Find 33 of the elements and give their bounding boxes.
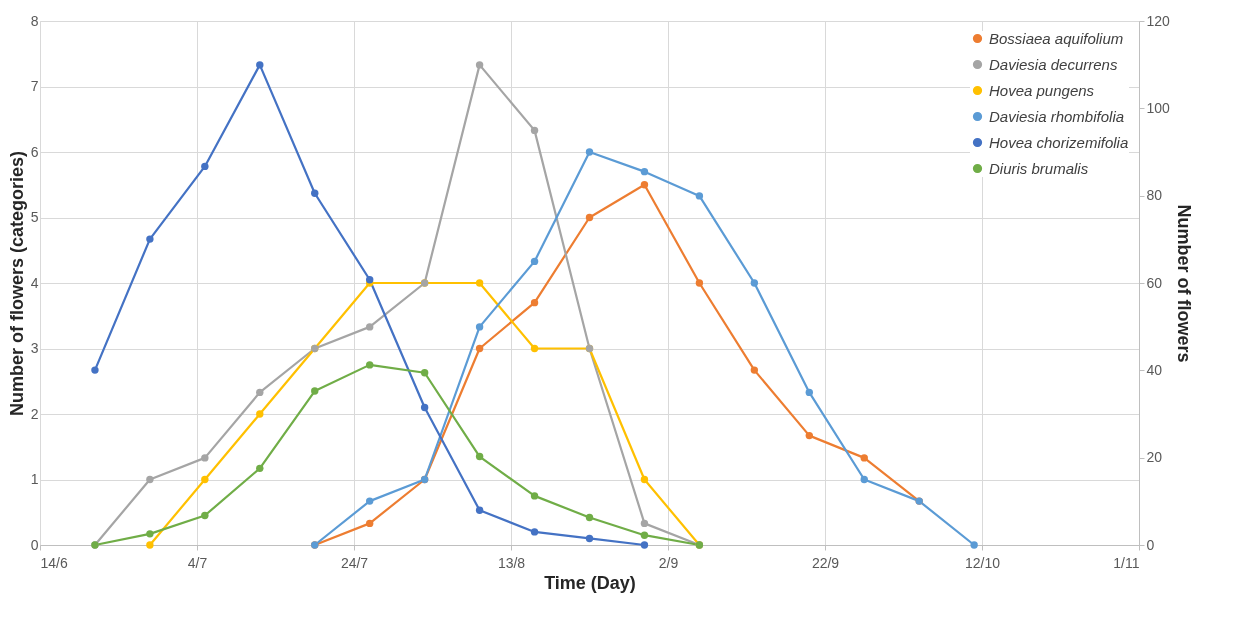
y2-tick-label: 20 [1146,449,1163,466]
y-tick-label: 4 [30,274,39,291]
y2-tick-label: 80 [1146,187,1163,204]
legend-label: Diuris brumalis [989,159,1089,177]
legend-label: Hovea chorizemifolia [989,133,1129,151]
x-tick-label: 13/8 [497,554,526,571]
legend-label: Daviesia rhombifolia [989,107,1125,125]
y-tick-label: 6 [30,143,39,160]
x-tick-label: 2/9 [658,554,679,571]
y-tick-label: 8 [30,12,39,29]
y-tick-label: 3 [30,340,39,356]
y2-tick-label: 0 [1146,536,1155,553]
y2-tick-label: 60 [1146,274,1163,291]
x-axis-title: Time (Day) [544,572,636,593]
legend-label: Hovea pungens [989,81,1095,99]
legend-label: Bossiaea aquifolium [989,29,1124,47]
y2-tick-label: 100 [1146,99,1171,116]
y-tick-label: 1 [30,471,39,487]
x-tick-label: 24/7 [340,554,369,571]
y-tick-label: 2 [30,405,39,422]
legend-label: Daviesia decurrens [989,55,1118,73]
y2-axis-title: Number of flowers [1173,204,1194,363]
y-axis-title: Number of flowers (categories) [6,150,27,417]
y-tick-label: 5 [30,209,39,225]
x-tick-label: 14/6 [40,554,68,571]
x-tick-label: 22/9 [811,554,840,571]
y2-tick-label: 120 [1146,12,1171,29]
x-tick-label: 4/7 [187,554,208,571]
x-tick-label: 12/10 [964,554,1001,571]
x-tick-label: 1/11 [1113,554,1140,571]
y-tick-label: 7 [30,78,39,94]
y2-tick-label: 40 [1146,361,1163,378]
y-tick-label: 0 [30,536,39,553]
